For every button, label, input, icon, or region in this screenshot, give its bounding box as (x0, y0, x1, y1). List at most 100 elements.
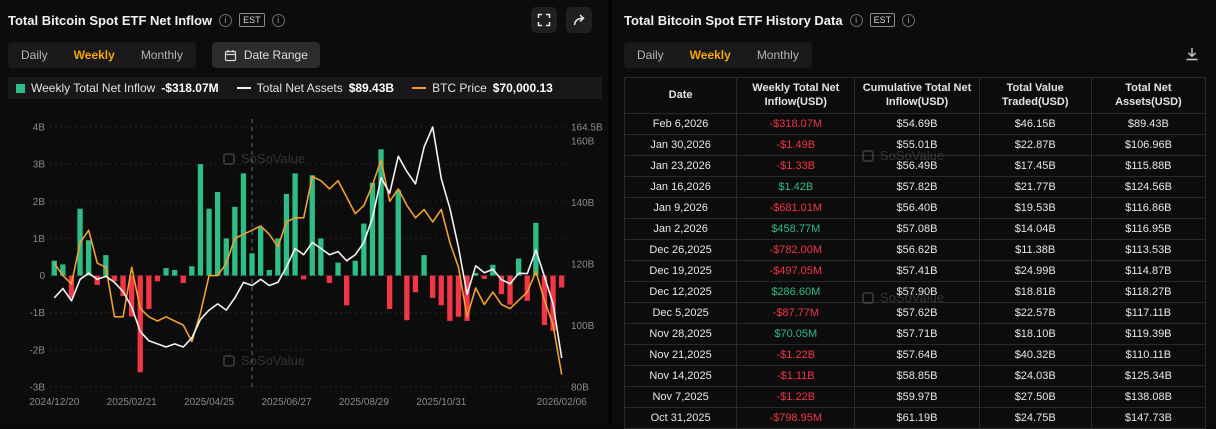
net-inflow-panel: Total Bitcoin Spot ETF Net Inflow i EST … (0, 0, 608, 424)
column-header: Weekly Total Net Inflow(USD) (736, 77, 856, 114)
date-cell: Jan 9,2026 (623, 197, 738, 219)
share-icon (573, 14, 585, 26)
assets-cell: $106.96B (1090, 134, 1207, 156)
table-row: Dec 26,2025 -$782.00M $56.62B $11.38B $113.5… (623, 239, 1207, 261)
inflow-cell: -$1.33B (736, 155, 856, 177)
column-header: Total Net Assets(USD) (1090, 77, 1207, 114)
assets-cell: $89.43B (1090, 113, 1207, 135)
table-row: Dec 5,2025 -$87.77M $57.62B $22.57B $117.11B (623, 302, 1207, 324)
download-icon (1186, 47, 1198, 60)
est-badge: EST (239, 13, 265, 27)
date-cell: Oct 31,2025 (623, 407, 738, 429)
traded-cell: $22.87B (978, 134, 1092, 156)
chart-legend: Weekly Total Net Inflow -$318.07M Total … (8, 77, 602, 99)
inflow-cell: -$1.22B (736, 386, 856, 408)
legend-item-inflow: Weekly Total Net Inflow -$318.07M (16, 81, 219, 95)
assets-cell: $114.87B (1090, 260, 1207, 282)
table-row: Dec 12,2025 $286.60M $57.90B $18.81B $118.27… (623, 281, 1207, 303)
traded-cell: $24.99B (978, 260, 1092, 282)
date-cell: Dec 19,2025 (623, 260, 738, 282)
svg-text:140B: 140B (571, 198, 595, 209)
tab-monthly[interactable]: Monthly (128, 42, 196, 68)
share-button[interactable] (566, 7, 592, 33)
chart-canvas[interactable]: 4B 3B 2B 1B 0 -1B -2B -3B 164.5B 160B 140B 120B 100B… (8, 101, 608, 421)
cumulative-cell: $61.19B (854, 407, 980, 429)
cumulative-cell: $54.69B (854, 113, 980, 135)
date-cell: Nov 21,2025 (623, 344, 738, 366)
calendar-icon (224, 49, 236, 61)
column-header: Total Value Traded(USD) (978, 77, 1092, 114)
traded-cell: $27.50B (978, 386, 1092, 408)
history-tab-monthly[interactable]: Monthly (744, 42, 812, 68)
svg-text:120B: 120B (571, 259, 595, 270)
cumulative-cell: $55.01B (854, 134, 980, 156)
cumulative-cell: $57.90B (854, 281, 980, 303)
svg-text:4B: 4B (33, 123, 46, 134)
left-panel-header: Total Bitcoin Spot ETF Net Inflow i EST … (8, 7, 608, 33)
svg-text:3B: 3B (33, 160, 46, 171)
tab-weekly[interactable]: Weekly (61, 42, 128, 68)
chart-actions (531, 7, 592, 33)
traded-cell: $24.03B (978, 365, 1092, 387)
table-row: Jan 16,2026 $1.42B $57.82B $21.77B $124.56B (623, 176, 1207, 198)
fullscreen-icon (537, 13, 551, 27)
legend-value: $89.43B (348, 81, 395, 95)
legend-label: Total Net Assets (256, 81, 343, 95)
page-title: Total Bitcoin Spot ETF Net Inflow (8, 12, 213, 28)
info-icon[interactable]: i (219, 13, 233, 27)
svg-text:100B: 100B (571, 321, 595, 332)
legend-value: -$318.07M (161, 81, 219, 95)
info-icon[interactable]: i (849, 13, 863, 27)
date-cell: Nov 14,2025 (623, 365, 738, 387)
cumulative-cell: $57.64B (854, 344, 980, 366)
svg-text:2025/10/31: 2025/10/31 (416, 397, 466, 408)
traded-cell: $18.10B (978, 323, 1092, 345)
inflow-cell: -$782.00M (736, 239, 856, 261)
table-row: Dec 19,2025 -$497.05M $57.41B $24.99B $114.8… (623, 260, 1207, 282)
traded-cell: $19.53B (978, 197, 1092, 219)
column-header: Date (623, 77, 738, 114)
legend-item-btc-price: BTC Price $70,000.13 (412, 81, 553, 95)
tab-daily[interactable]: Daily (8, 42, 61, 68)
table-row: Oct 31,2025 -$798.95M $61.19B $24.75B $147.7… (623, 407, 1207, 429)
date-cell: Dec 5,2025 (623, 302, 738, 324)
inflow-cell: -$1.11B (736, 365, 856, 387)
cumulative-cell: $58.85B (854, 365, 980, 387)
history-tab-daily[interactable]: Daily (624, 42, 677, 68)
left-controls-row: Daily Weekly Monthly Date Range (8, 42, 608, 68)
date-cell: Jan 16,2026 (623, 176, 738, 198)
assets-cell: $117.11B (1090, 302, 1207, 324)
svg-text:2025/06/27: 2025/06/27 (261, 397, 311, 408)
traded-cell: $17.45B (978, 155, 1092, 177)
assets-cell: $113.53B (1090, 239, 1207, 261)
assets-cell: $118.27B (1090, 281, 1207, 303)
date-range-label: Date Range (243, 48, 308, 62)
cumulative-cell: $57.62B (854, 302, 980, 324)
legend-label: BTC Price (432, 81, 487, 95)
info-icon[interactable]: i (271, 13, 285, 27)
svg-text:2026/02/06: 2026/02/06 (537, 397, 587, 408)
traded-cell: $21.77B (978, 176, 1092, 198)
svg-text:2025/02/21: 2025/02/21 (107, 397, 157, 408)
table-row: Nov 21,2025 -$1.22B $57.64B $40.32B $110.11B (623, 344, 1207, 366)
date-cell: Dec 12,2025 (623, 281, 738, 303)
history-tab-weekly[interactable]: Weekly (677, 42, 744, 68)
svg-text:2024/12/20: 2024/12/20 (29, 397, 79, 408)
column-header: Cumulative Total Net Inflow(USD) (854, 77, 980, 114)
cumulative-cell: $59.97B (854, 386, 980, 408)
svg-text:2B: 2B (33, 197, 46, 208)
date-range-button[interactable]: Date Range (211, 42, 320, 68)
inflow-cell: -$1.22B (736, 344, 856, 366)
date-cell: Nov 7,2025 (623, 386, 738, 408)
date-cell: Jan 30,2026 (623, 134, 738, 156)
table-row: Feb 6,2026 -$318.07M $54.69B $46.15B $89.43B (623, 113, 1207, 135)
info-icon[interactable]: i (902, 13, 916, 27)
table-row: Nov 28,2025 $70.05M $57.71B $18.10B $119.39B (623, 323, 1207, 345)
fullscreen-button[interactable] (531, 7, 557, 33)
etf-inflow-chart[interactable]: 4B 3B 2B 1B 0 -1B -2B -3B 164.5B 160B 140B 120B 100B… (8, 101, 608, 426)
assets-cell: $124.56B (1090, 176, 1207, 198)
orange-line-swatch (412, 87, 427, 89)
download-button[interactable] (1182, 44, 1202, 67)
svg-text:-3B: -3B (29, 383, 45, 394)
svg-text:2025/04/25: 2025/04/25 (184, 397, 234, 408)
